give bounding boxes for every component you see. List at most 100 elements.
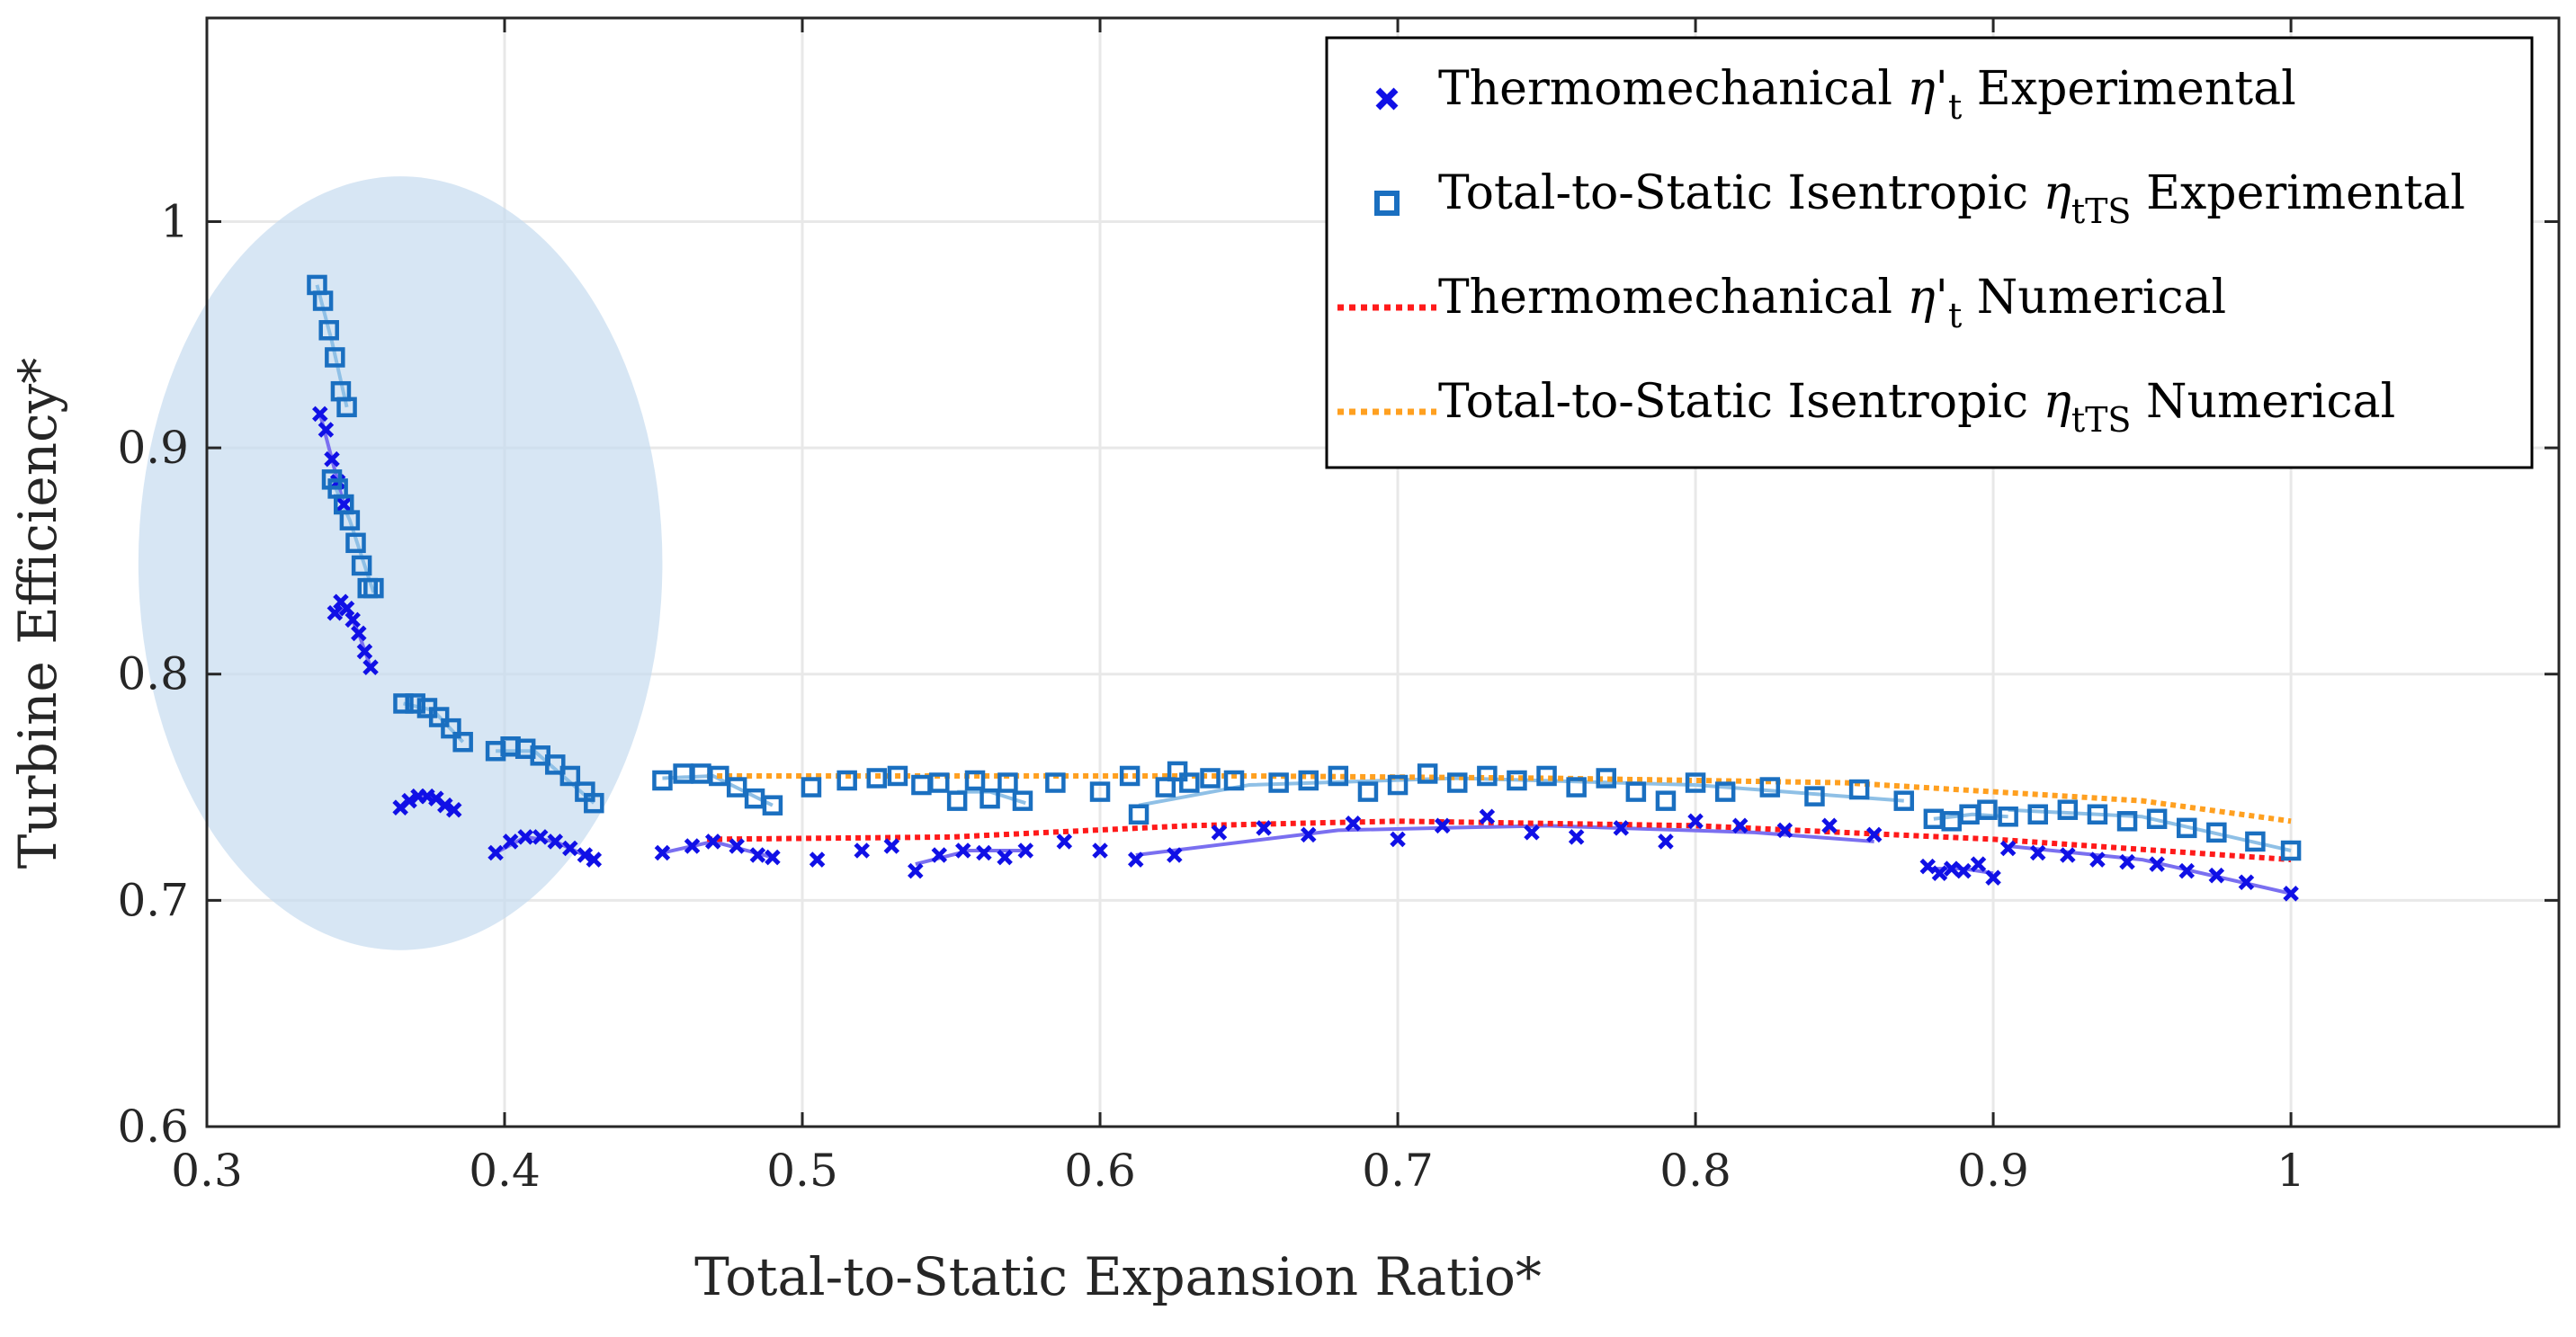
square-marker [351, 555, 372, 576]
square-marker [559, 765, 581, 787]
x-marker-stroke [577, 847, 594, 863]
x-marker-stroke [445, 801, 462, 818]
x-marker [2238, 874, 2255, 891]
square-marker [2280, 840, 2302, 861]
square-marker [887, 765, 908, 787]
square-marker [652, 770, 673, 791]
x-tick-label: 0.5 [766, 1145, 838, 1197]
x-marker [2208, 867, 2225, 884]
x-marker-stroke [502, 833, 519, 850]
x-marker-stroke [1127, 851, 1144, 868]
x-marker [532, 829, 549, 845]
y-tick-label: 1 [160, 195, 189, 247]
square-marker [673, 763, 693, 784]
x-marker-stroke [1731, 817, 1749, 834]
x-tick-label: 1 [2276, 1145, 2305, 1197]
x-marker-stroke [2119, 853, 2135, 870]
x-marker-stroke [335, 496, 353, 513]
square-marker [1625, 781, 1647, 802]
square-marker [345, 532, 366, 554]
x-marker-stroke [883, 838, 900, 854]
x-marker [2119, 853, 2135, 870]
x-marker [1211, 824, 1228, 841]
x-marker-stroke [1300, 826, 1317, 843]
square-marker [1268, 772, 1289, 793]
y-tick-label: 0.7 [117, 874, 189, 926]
highlight-ellipse [138, 176, 663, 950]
x-marker-stroke [955, 842, 971, 859]
square-marker [691, 763, 711, 784]
x-marker-stroke [351, 625, 367, 642]
square-marker [1507, 770, 1527, 791]
x-marker-stroke [2029, 844, 2046, 861]
square-marker [2146, 808, 2168, 830]
x-marker-stroke [362, 659, 379, 675]
x-marker [1999, 840, 2017, 857]
square-marker [441, 718, 461, 739]
x-marker-stroke [547, 833, 564, 850]
x-marker-stroke [749, 847, 766, 863]
numerical-series [707, 772, 2292, 863]
x-tick-label: 0.9 [1957, 1145, 2029, 1197]
square-marker [1893, 790, 1915, 811]
legend-x-marker [1375, 87, 1399, 111]
square-marker [1536, 765, 1557, 787]
x-marker [1127, 851, 1144, 868]
square-marker [336, 397, 357, 418]
x-tick-label: 0.4 [469, 1145, 541, 1197]
x-marker-stroke [976, 844, 992, 861]
square-marker [1357, 781, 1379, 802]
square-marker [1298, 770, 1319, 791]
x-marker-stroke [1955, 862, 1972, 879]
x-marker [517, 829, 533, 845]
x-marker-stroke [1434, 817, 1451, 834]
x-marker-stroke [1568, 829, 1585, 845]
x-marker-stroke [1999, 840, 2017, 857]
square-marker [1804, 786, 1825, 807]
square-marker [1998, 807, 2018, 827]
square-marker [997, 772, 1018, 793]
legend-label: Thermomechanical η't Numerical [1438, 271, 2226, 335]
x-marker-stroke [324, 450, 340, 468]
x-marker-stroke [2178, 862, 2196, 879]
x-marker [487, 844, 504, 861]
square-marker [1417, 763, 1438, 784]
x-marker-stroke [1167, 847, 1183, 863]
x-marker-stroke [517, 829, 533, 845]
x-marker [976, 844, 992, 861]
legend-label: Total-to-Static Isentropic ηtTS Numerica… [1438, 375, 2395, 440]
x-marker [955, 842, 971, 859]
y-axis-label: Turbine Efficiency* [7, 358, 68, 869]
x-marker-stroke [1479, 808, 1496, 825]
x-marker-stroke [2149, 856, 2165, 872]
square-marker [1848, 779, 1870, 800]
x-marker [883, 838, 900, 854]
x-marker-stroke [704, 833, 721, 850]
square-marker [1447, 772, 1468, 793]
x-tick-label: 0.6 [1064, 1145, 1136, 1197]
numerical-line [707, 818, 2292, 863]
x-marker [1931, 865, 1948, 881]
x-marker-stroke [428, 790, 444, 807]
x-tick-label: 0.8 [1659, 1145, 1731, 1197]
x-marker [324, 450, 340, 468]
x-marker [997, 849, 1013, 866]
x-marker-stroke [333, 593, 349, 610]
x-marker-stroke [1943, 860, 1960, 877]
x-marker [362, 659, 379, 675]
x-marker-stroke [562, 840, 578, 857]
square-marker [1387, 774, 1409, 796]
square-marker [979, 788, 1000, 809]
square-marker [1596, 768, 1617, 789]
x-marker [502, 833, 519, 850]
x-marker [401, 792, 417, 809]
x-marker-stroke [1865, 826, 1883, 843]
x-marker [1568, 829, 1585, 845]
x-marker-stroke [1658, 833, 1674, 850]
square-marker [964, 770, 986, 791]
square-marker [1089, 781, 1111, 802]
legend-square-marker [1374, 191, 1400, 216]
x-tick-label: 0.3 [171, 1145, 243, 1197]
square-marker [339, 510, 361, 530]
square-marker [2176, 817, 2197, 839]
